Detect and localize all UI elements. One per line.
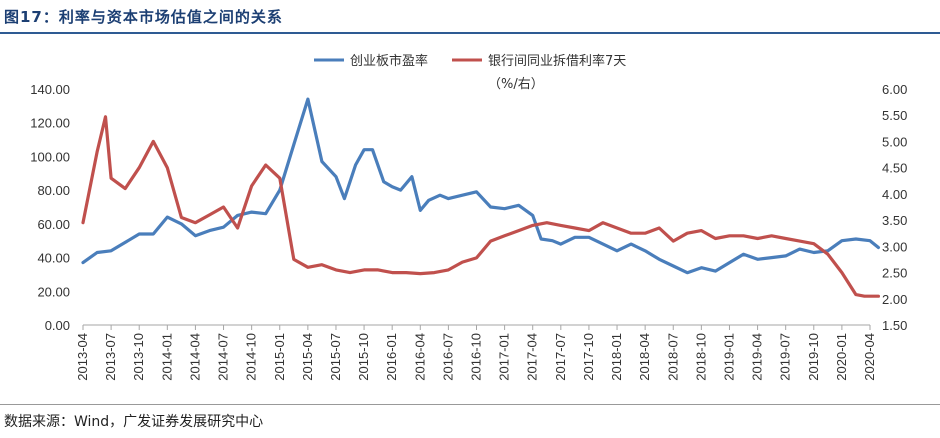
x-tick-label: 2015-10 [356, 333, 371, 381]
x-tick-label: 2017-07 [553, 333, 568, 381]
x-tick-label: 2018-07 [665, 333, 680, 381]
series-line-2 [81, 115, 881, 298]
chart-area: 创业板市盈率 银行间同业拆借利率7天 （%/右） 0.00 20.00 40.00 6… [30, 53, 907, 381]
footer-rule [0, 404, 940, 405]
y-right-tick-label: 6.00 [882, 82, 907, 97]
y-left-tick-label: 140.00 [30, 82, 70, 97]
axes: 0.00 20.00 40.00 60.00 80.00 100.00 120.00 140.… [30, 82, 907, 381]
right-axis-unit-note: （%/右） [488, 77, 544, 92]
x-tick-label: 2013-10 [131, 333, 146, 381]
y-right-tick-label: 4.00 [882, 187, 907, 202]
y-left-tick-label: 120.00 [30, 116, 70, 131]
x-tick-label: 2017-10 [581, 333, 596, 381]
series-lines [81, 97, 881, 298]
x-tick-label: 2016-01 [384, 333, 399, 381]
x-tick-label: 2020-01 [834, 333, 849, 381]
x-tick-label: 2019-10 [806, 333, 821, 381]
y-right-tick-label: 4.50 [882, 161, 907, 176]
y-right-tick-label: 1.50 [882, 318, 907, 333]
x-tick-label: 2016-04 [412, 333, 427, 381]
x-tick-label: 2014-01 [159, 333, 174, 381]
chart-title: 图17：利率与资本市场估值之间的关系 [4, 8, 283, 26]
x-tick-label: 2016-07 [440, 333, 455, 381]
x-tick-label: 2019-07 [778, 333, 793, 381]
x-tick-label: 2014-10 [244, 333, 259, 381]
y-left-tick-label: 40.00 [37, 251, 70, 266]
x-tick-label: 2019-01 [721, 333, 736, 381]
x-tick-label: 2017-04 [525, 333, 540, 381]
y-left-tick-label: 0.00 [45, 318, 70, 333]
legend-label-series-2: 银行间同业拆借利率7天 [488, 53, 626, 69]
x-tick-label: 2020-04 [862, 333, 877, 381]
y-right-tick-label: 5.00 [882, 134, 907, 149]
x-tick-label: 2013-07 [103, 333, 118, 381]
x-tick-label: 2016-10 [469, 333, 484, 381]
source-note: 数据来源：Wind，广发证券发展研究中心 [4, 414, 264, 430]
x-tick-label: 2014-07 [216, 333, 231, 381]
x-tick-label: 2015-01 [272, 333, 287, 381]
title-underline [0, 32, 940, 34]
y-left-tick-label: 100.00 [30, 149, 70, 164]
x-tick-label: 2018-01 [609, 333, 624, 381]
y-right-tick-label: 3.50 [882, 213, 907, 228]
x-tick-label: 2018-10 [693, 333, 708, 381]
y-right-tick-label: 2.50 [882, 266, 907, 281]
x-tick-label: 2014-04 [187, 333, 202, 381]
y-right-tick-label: 5.50 [882, 108, 907, 123]
y-right-tick-label: 3.00 [882, 239, 907, 254]
series-line-1 [81, 97, 881, 275]
y-left-tick-label: 80.00 [37, 183, 70, 198]
x-tick-label: 2018-04 [637, 333, 652, 381]
y-right-tick-label: 2.00 [882, 292, 907, 307]
y-left-tick-label: 20.00 [37, 284, 70, 299]
y-left-tick-label: 60.00 [37, 217, 70, 232]
x-tick-label: 2015-07 [328, 333, 343, 381]
legend-label-series-1: 创业板市盈率 [350, 53, 428, 69]
title-bar: 图17：利率与资本市场估值之间的关系 [0, 0, 940, 36]
x-tick-label: 2015-04 [300, 333, 315, 381]
legend: 创业板市盈率 银行间同业拆借利率7天 （%/右） [314, 53, 626, 92]
x-tick-label: 2017-01 [497, 333, 512, 381]
x-tick-label: 2019-04 [750, 333, 765, 381]
x-tick-label: 2013-04 [75, 333, 90, 381]
